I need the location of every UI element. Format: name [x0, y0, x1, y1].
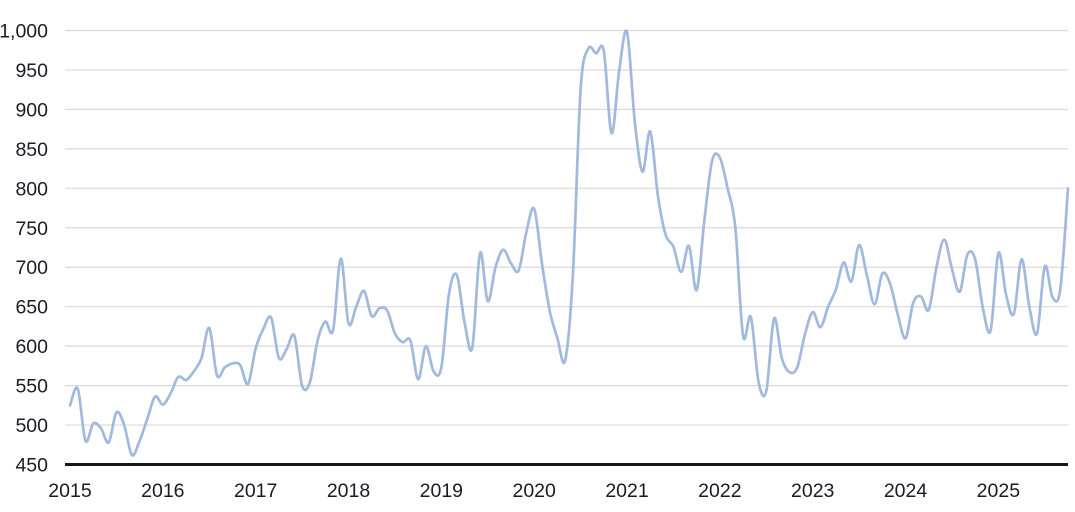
x-axis-label: 2023	[791, 480, 834, 502]
x-axis-label: 2015	[48, 480, 92, 502]
y-axis-label: 900	[15, 99, 48, 121]
y-axis-label: 600	[15, 336, 48, 358]
y-axis-label: 800	[15, 178, 48, 200]
y-axis-label: 450	[15, 455, 48, 477]
x-axis-label: 2022	[698, 480, 741, 502]
y-axis-label: 950	[15, 60, 48, 82]
x-axis-label: 2024	[884, 480, 928, 502]
x-axis-label: 2017	[234, 480, 277, 502]
x-axis-label: 2025	[977, 480, 1021, 502]
y-axis-label: 500	[15, 415, 48, 437]
x-axis-label: 2016	[141, 480, 184, 502]
x-axis-label: 2020	[512, 480, 556, 502]
x-axis-label: 2019	[420, 480, 463, 502]
y-axis-label: 700	[15, 257, 48, 279]
y-axis-label: 650	[15, 297, 48, 319]
x-axis-label: 2021	[605, 480, 648, 502]
x-axis-label: 2018	[327, 480, 370, 502]
y-axis-label: 850	[15, 139, 48, 161]
data-series-line	[68, 29, 1070, 457]
y-axis-label: 550	[15, 376, 48, 398]
y-axis-label: 1,000	[0, 21, 48, 43]
y-axis-label: 750	[15, 218, 48, 240]
